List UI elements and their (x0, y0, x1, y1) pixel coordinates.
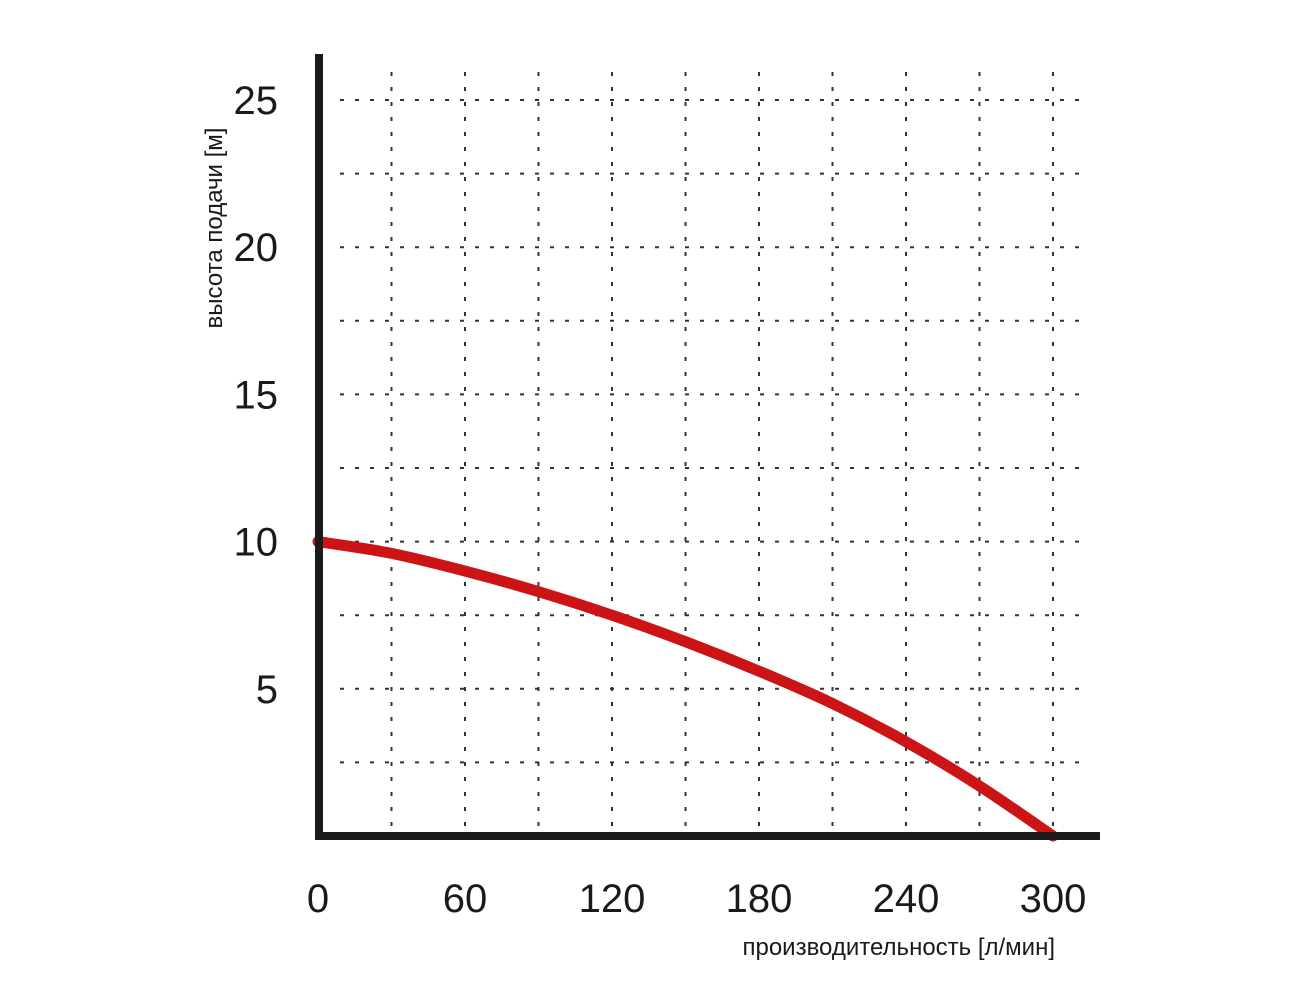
y-tick-label: 10 (234, 521, 279, 565)
y-tick-label: 15 (234, 373, 279, 417)
grid (340, 72, 1085, 830)
performance-curve (312, 536, 1059, 842)
y-tick-label: 20 (234, 226, 279, 270)
y-tick-label: 5 (256, 668, 278, 712)
x-tick-label: 300 (1020, 877, 1087, 921)
x-tick-label: 120 (579, 877, 646, 921)
y-tick-label: 25 (234, 79, 279, 123)
y-axis-title: высота подачи [м] (201, 128, 228, 329)
x-axis-title: производительность [л/мин] (742, 934, 1055, 961)
x-tick-label: 180 (726, 877, 793, 921)
x-tick-label: 0 (307, 877, 329, 921)
series-layer (312, 536, 1059, 842)
y-tick-labels: 5 10 15 20 25 (234, 79, 279, 712)
x-tick-label: 60 (443, 877, 488, 921)
x-tick-label: 240 (873, 877, 940, 921)
x-tick-labels: 0 60 120 180 240 300 (307, 877, 1087, 921)
